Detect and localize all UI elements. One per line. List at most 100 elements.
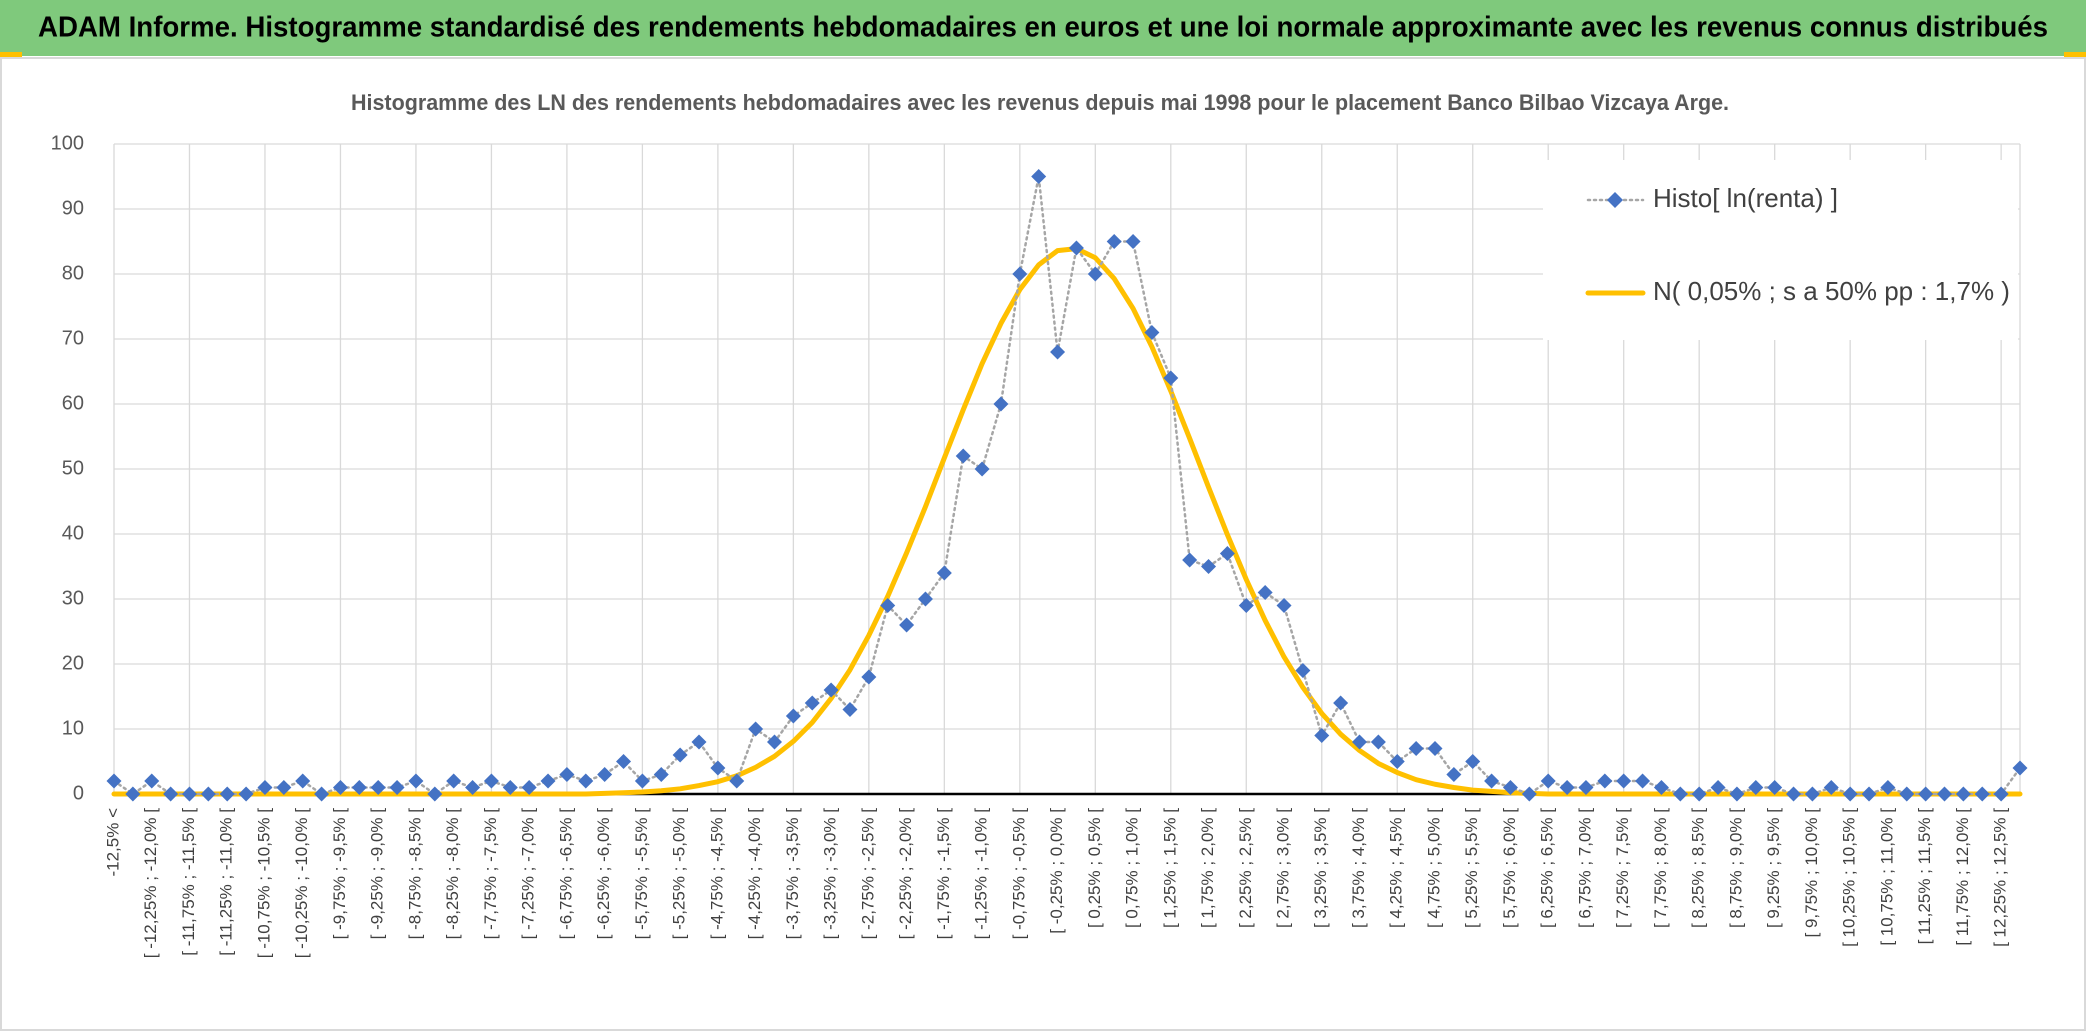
data-point: [1201, 559, 1217, 574]
data-point: [1427, 741, 1443, 756]
data-point: [917, 591, 933, 607]
x-tick-label: [ -9,75% ; -9,5% [: [330, 808, 349, 940]
chart-frame: [0, 57, 2086, 1031]
x-tick-label: [ -1,75% ; -1,5% [: [934, 808, 953, 940]
data-point: [1125, 234, 1141, 249]
y-tick-label: 60: [62, 392, 84, 414]
data-point: [1314, 728, 1330, 743]
data-point: [1993, 786, 2009, 802]
data-point: [1937, 786, 1953, 802]
data-point: [1370, 734, 1386, 750]
data-point: [1729, 786, 1745, 802]
x-tick-label: [ 9,25% ; 9,5% [: [1764, 808, 1783, 928]
data-point: [1616, 773, 1632, 789]
data-point: [1408, 741, 1424, 756]
data-point: [899, 617, 915, 633]
data-point: [578, 773, 594, 789]
data-point: [1955, 786, 1971, 802]
data-point: [276, 780, 292, 795]
data-point: [1559, 780, 1575, 795]
y-tick-label: 100: [51, 132, 84, 154]
x-tick-label: [ -5,25% ; -5,0% [: [670, 808, 689, 940]
data-point: [766, 734, 782, 750]
data-point: [1767, 780, 1783, 795]
data-point: [351, 780, 367, 795]
data-point: [1163, 370, 1179, 386]
data-point: [823, 682, 839, 698]
data-point: [936, 565, 952, 581]
x-tick-label: [ 3,25% ; 3,5% [: [1311, 808, 1330, 928]
data-point: [1918, 786, 1934, 802]
data-point: [710, 760, 726, 776]
legend-box: [1543, 160, 2018, 340]
data-point: [163, 786, 179, 802]
data-point: [1106, 234, 1122, 249]
data-point: [974, 461, 990, 477]
y-tick-label: 0: [73, 782, 84, 804]
data-point: [1238, 598, 1254, 613]
x-tick-label: [ -3,75% ; -3,5% [: [783, 808, 802, 940]
data-point: [238, 786, 254, 802]
x-tick-label: [ -0,25% ; 0,0% [: [1047, 808, 1066, 934]
x-tick-label: [ -4,75% ; -4,5% [: [707, 808, 726, 940]
data-point: [125, 786, 141, 802]
y-tick-label: 40: [62, 522, 84, 544]
x-tick-label: [ 2,75% ; 3,0% [: [1274, 808, 1293, 928]
data-point: [483, 773, 499, 789]
plot-area: 0 10 20 30 40 50 60 70 80 90 100 -12,5% < [ -12,25% …: [51, 132, 2028, 958]
data-point: [1182, 552, 1198, 568]
x-tick-label: [ -7,25% ; -7,0% [: [519, 808, 538, 940]
data-point: [1276, 598, 1292, 613]
data-point: [748, 721, 764, 737]
data-point: [993, 396, 1009, 412]
x-tick-label: [ -10,75% ; -10,5% [: [254, 808, 273, 959]
data-point: [257, 780, 273, 795]
y-tick-label: 30: [62, 587, 84, 609]
x-tick-label: [ 11,75% ; 12,0% [: [1953, 808, 1972, 946]
x-tick-label: [ 4,25% ; 4,5% [: [1387, 808, 1406, 928]
data-point: [1691, 786, 1707, 802]
x-tick-label: [ -2,75% ; -2,5% [: [858, 808, 877, 940]
x-tick-label: [ 9,75% ; 10,0% [: [1802, 808, 1821, 938]
x-tick-label: [ -9,25% ; -9,0% [: [368, 808, 387, 940]
x-tick-label: [ 3,75% ; 4,0% [: [1349, 808, 1368, 928]
data-point: [1635, 773, 1651, 789]
data-point: [1257, 585, 1273, 600]
data-point: [691, 734, 707, 750]
data-point: [332, 780, 348, 795]
x-tick-label: [ 0,25% ; 0,5% [: [1085, 808, 1104, 928]
data-point: [502, 780, 518, 795]
data-point: [521, 780, 537, 795]
x-tick-label: [ 5,75% ; 6,0% [: [1500, 808, 1519, 928]
x-tick-label: -12,5% <: [103, 808, 122, 877]
data-point: [1389, 754, 1405, 769]
data-point: [144, 773, 160, 789]
data-point: [785, 708, 801, 724]
x-tick-label: [ 11,25% ; 11,5% [: [1915, 808, 1934, 945]
x-tick-label: [ 8,25% ; 8,5% [: [1689, 808, 1708, 928]
data-point: [389, 780, 405, 795]
x-tick-label: [ 8,75% ; 9,0% [: [1726, 808, 1745, 928]
y-tick-label: 50: [62, 457, 84, 479]
data-point: [1804, 786, 1820, 802]
x-tick-label: [ 2,25% ; 2,5% [: [1236, 808, 1255, 928]
x-tick-label: [ 5,25% ; 5,5% [: [1462, 808, 1481, 928]
data-point: [1842, 786, 1858, 802]
data-point: [672, 747, 688, 763]
x-tick-label: [ 1,75% ; 2,0% [: [1198, 808, 1217, 928]
x-tick-label: [ -2,25% ; -2,0% [: [896, 808, 915, 940]
data-point: [1446, 767, 1462, 782]
x-tick-label: [ 10,25% ; 10,5% [: [1840, 808, 1859, 947]
data-point: [729, 773, 745, 789]
chart-title: Histogramme des LN des rendements hebdom…: [351, 90, 1729, 115]
data-point: [597, 767, 613, 782]
data-point: [314, 786, 330, 802]
x-tick-label: [ 7,75% ; 8,0% [: [1651, 808, 1670, 928]
x-tick-label: [ -12,25% ; -12,0% [: [141, 808, 160, 959]
data-point: [1465, 754, 1481, 769]
legend-label: N( 0,05% ; s a 50% pp : 1,7% ): [1653, 276, 2010, 306]
data-point: [1597, 773, 1613, 789]
data-point: [465, 780, 481, 795]
data-point: [1352, 734, 1368, 750]
legend-marker: [1607, 192, 1623, 208]
